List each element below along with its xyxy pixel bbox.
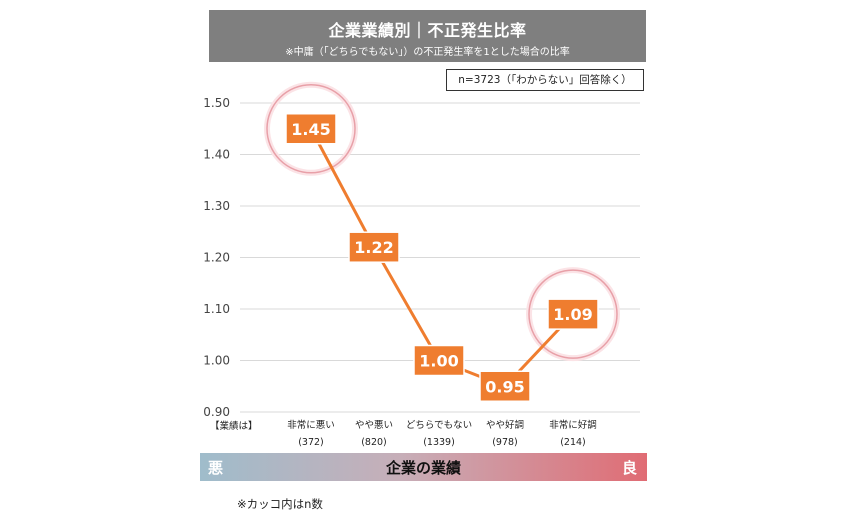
chart-title: 企業業績別｜不正発生比率	[328, 21, 527, 40]
data-label: 1.00	[419, 352, 458, 371]
line-chart: 1.50 1.40 1.30 1.20 1.10 1.00 0.90 1.45 1.22 1.00…	[203, 81, 640, 448]
x-category-label: どちらでもない	[406, 420, 472, 431]
data-label: 1.45	[291, 120, 330, 139]
x-category-label: 非常に悪い	[287, 419, 335, 431]
y-tick-label: 0.90	[203, 405, 230, 419]
chart-subtitle: ※中庸（「どちらでもない」）の不正発生率を1とした場合の比率	[285, 47, 570, 58]
data-point-marker	[547, 298, 599, 330]
x-count-label: (820)	[361, 437, 387, 448]
good-label: 良	[621, 459, 637, 477]
data-label: 1.22	[354, 238, 393, 257]
y-tick-label: 1.50	[203, 96, 230, 110]
x-count-label: (1339)	[423, 437, 455, 448]
x-count-label: (978)	[492, 437, 518, 448]
chart-title-box: 企業業績別｜不正発生比率 ※中庸（「どちらでもない」）の不正発生率を1とした場合…	[209, 10, 646, 62]
bad-label: 悪	[208, 459, 224, 477]
x-axis-prefix: 【業績は】	[210, 421, 258, 432]
footnote: ※カッコ内はn数	[237, 497, 323, 511]
y-tick-label: 1.00	[203, 354, 230, 368]
data-point-marker	[285, 113, 337, 145]
y-tick-label: 1.10	[203, 302, 230, 316]
data-label: 1.09	[553, 305, 592, 324]
data-point-marker	[413, 344, 465, 377]
axis-title: 企業の業績	[385, 459, 461, 477]
x-category-label: やや好調	[486, 419, 524, 431]
x-count-label: (214)	[560, 437, 586, 448]
performance-gradient-bar: 悪 企業の業績 良	[200, 453, 647, 481]
y-tick-label: 1.30	[203, 199, 230, 213]
sample-size-note: n=3723（「わからない」回答除く）	[446, 69, 644, 91]
x-category-label: 非常に好調	[549, 419, 597, 431]
data-label: 0.95	[485, 377, 524, 396]
highlight-circle	[528, 269, 618, 359]
x-count-label: (372)	[298, 437, 324, 448]
highlight-circle	[266, 84, 356, 174]
y-tick-label: 1.40	[203, 148, 230, 162]
x-category-label: やや悪い	[355, 420, 393, 431]
data-point-marker	[348, 231, 400, 263]
y-tick-label: 1.20	[203, 251, 230, 265]
data-point-marker	[479, 370, 531, 402]
